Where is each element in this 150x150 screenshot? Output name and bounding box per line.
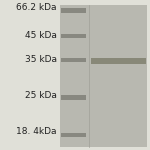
Text: 35 kDa: 35 kDa [25, 56, 57, 64]
Bar [91, 58, 146, 64]
Bar [61, 34, 86, 38]
Bar [61, 95, 86, 100]
Bar [60, 4, 147, 147]
Text: 18. 4kDa: 18. 4kDa [16, 128, 57, 136]
Text: 45 kDa: 45 kDa [25, 32, 57, 40]
Bar [61, 133, 86, 137]
Bar [61, 58, 86, 62]
Bar [0, 4, 60, 147]
Text: 66.2 kDa: 66.2 kDa [16, 3, 57, 12]
Bar [61, 8, 86, 13]
Text: 25 kDa: 25 kDa [25, 92, 57, 100]
